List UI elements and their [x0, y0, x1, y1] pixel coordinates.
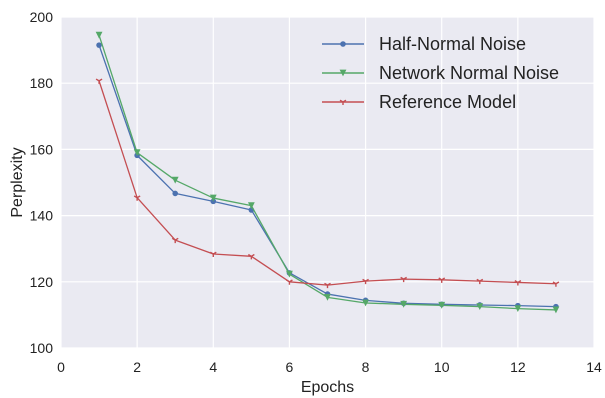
y-tick-label: 160: [30, 141, 54, 157]
legend-label: Reference Model: [379, 92, 516, 112]
data-point: [438, 277, 446, 283]
x-tick-label: 10: [434, 359, 450, 375]
legend-marker: [340, 41, 346, 47]
x-tick-label: 8: [362, 359, 370, 375]
data-point: [286, 270, 293, 278]
x-tick-label: 4: [209, 359, 217, 375]
data-point: [171, 237, 179, 244]
data-point: [171, 176, 179, 184]
x-tick-label: 14: [586, 359, 602, 375]
legend-item: Half-Normal Noise: [322, 34, 526, 54]
y-tick-label: 100: [30, 340, 54, 356]
data-point: [552, 306, 560, 314]
legend-item: Reference Model: [322, 92, 516, 112]
data-point: [400, 276, 408, 283]
legend-marker: [339, 99, 347, 105]
data-point: [400, 300, 408, 308]
data-point: [95, 31, 103, 39]
legend-label: Half-Normal Noise: [379, 34, 526, 54]
y-axis-label: Perplexity: [9, 147, 26, 217]
series-2: [95, 78, 560, 289]
x-tick-labels: 0 2 4 6 8 10 12 14: [57, 359, 602, 375]
x-axis-label: Epochs: [301, 379, 354, 396]
data-point: [247, 202, 255, 210]
y-tick-label: 140: [30, 208, 54, 224]
data-point: [172, 190, 179, 197]
data-point: [209, 251, 217, 257]
data-point: [438, 301, 446, 309]
data-point: [133, 195, 141, 201]
data-point: [514, 280, 522, 286]
x-tick-label: 0: [57, 359, 65, 375]
data-point: [209, 194, 217, 202]
data-point: [362, 278, 369, 285]
y-tick-label: 180: [30, 75, 54, 91]
legend-marker: [339, 69, 347, 77]
y-tick-label: 200: [30, 9, 54, 25]
legend-item: Network Normal Noise: [322, 63, 559, 83]
data-point: [247, 253, 255, 260]
series-layer: [95, 31, 560, 314]
x-tick-label: 2: [133, 359, 141, 375]
data-point: [286, 279, 293, 285]
legend-label: Network Normal Noise: [379, 63, 559, 83]
data-point: [96, 42, 102, 48]
data-point: [324, 282, 331, 289]
data-point: [324, 293, 331, 301]
data-point: [476, 278, 484, 285]
legend: Half-Normal Noise Network Normal Noise Ref…: [322, 34, 559, 112]
series-1: [95, 31, 560, 314]
data-point: [95, 78, 103, 84]
data-point: [552, 281, 560, 287]
x-tick-label: 12: [510, 359, 526, 375]
data-point: [514, 305, 522, 313]
data-point: [476, 303, 484, 311]
y-tick-label: 120: [30, 274, 54, 290]
data-point: [133, 149, 141, 157]
x-tick-label: 6: [286, 359, 294, 375]
data-point: [362, 299, 369, 307]
y-tick-labels: 100 120 140 160 180 200: [30, 9, 54, 356]
